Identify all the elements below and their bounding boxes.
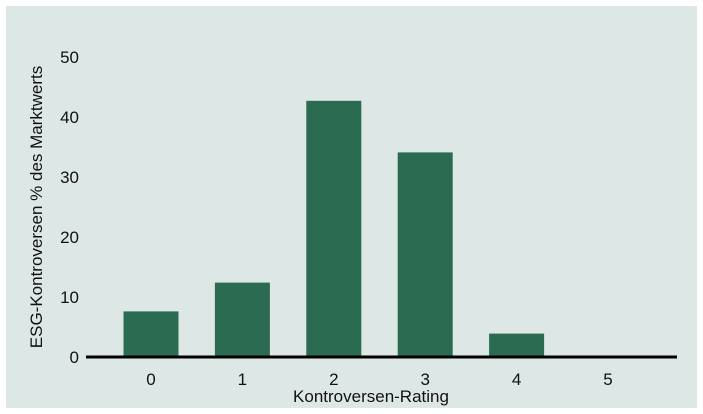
x-axis-title: Kontroversen-Rating — [293, 387, 449, 406]
y-tick-label: 30 — [60, 168, 79, 187]
y-axis-title: ESG-Kontroversen % des Marktwerts — [27, 66, 46, 348]
bars — [123, 100, 545, 358]
y-tick-label: 10 — [60, 288, 79, 307]
x-axis-ticks: 0 1 2 3 4 5 — [146, 370, 612, 389]
bar-1 — [214, 282, 270, 357]
y-tick-label: 50 — [60, 48, 79, 67]
bar-2 — [306, 100, 362, 358]
x-tick-label: 5 — [603, 370, 612, 389]
x-tick-label: 0 — [146, 370, 155, 389]
bar-4 — [489, 333, 545, 357]
y-tick-label: 0 — [70, 348, 79, 367]
x-tick-label: 4 — [512, 370, 521, 389]
x-tick-label: 2 — [329, 370, 338, 389]
bar-0 — [123, 311, 179, 357]
x-tick-label: 3 — [420, 370, 429, 389]
bar-3 — [397, 152, 453, 357]
y-tick-label: 20 — [60, 228, 79, 247]
y-axis-ticks: 0 10 20 30 40 50 — [60, 48, 79, 367]
y-tick-label: 40 — [60, 108, 79, 127]
x-tick-label: 1 — [238, 370, 247, 389]
